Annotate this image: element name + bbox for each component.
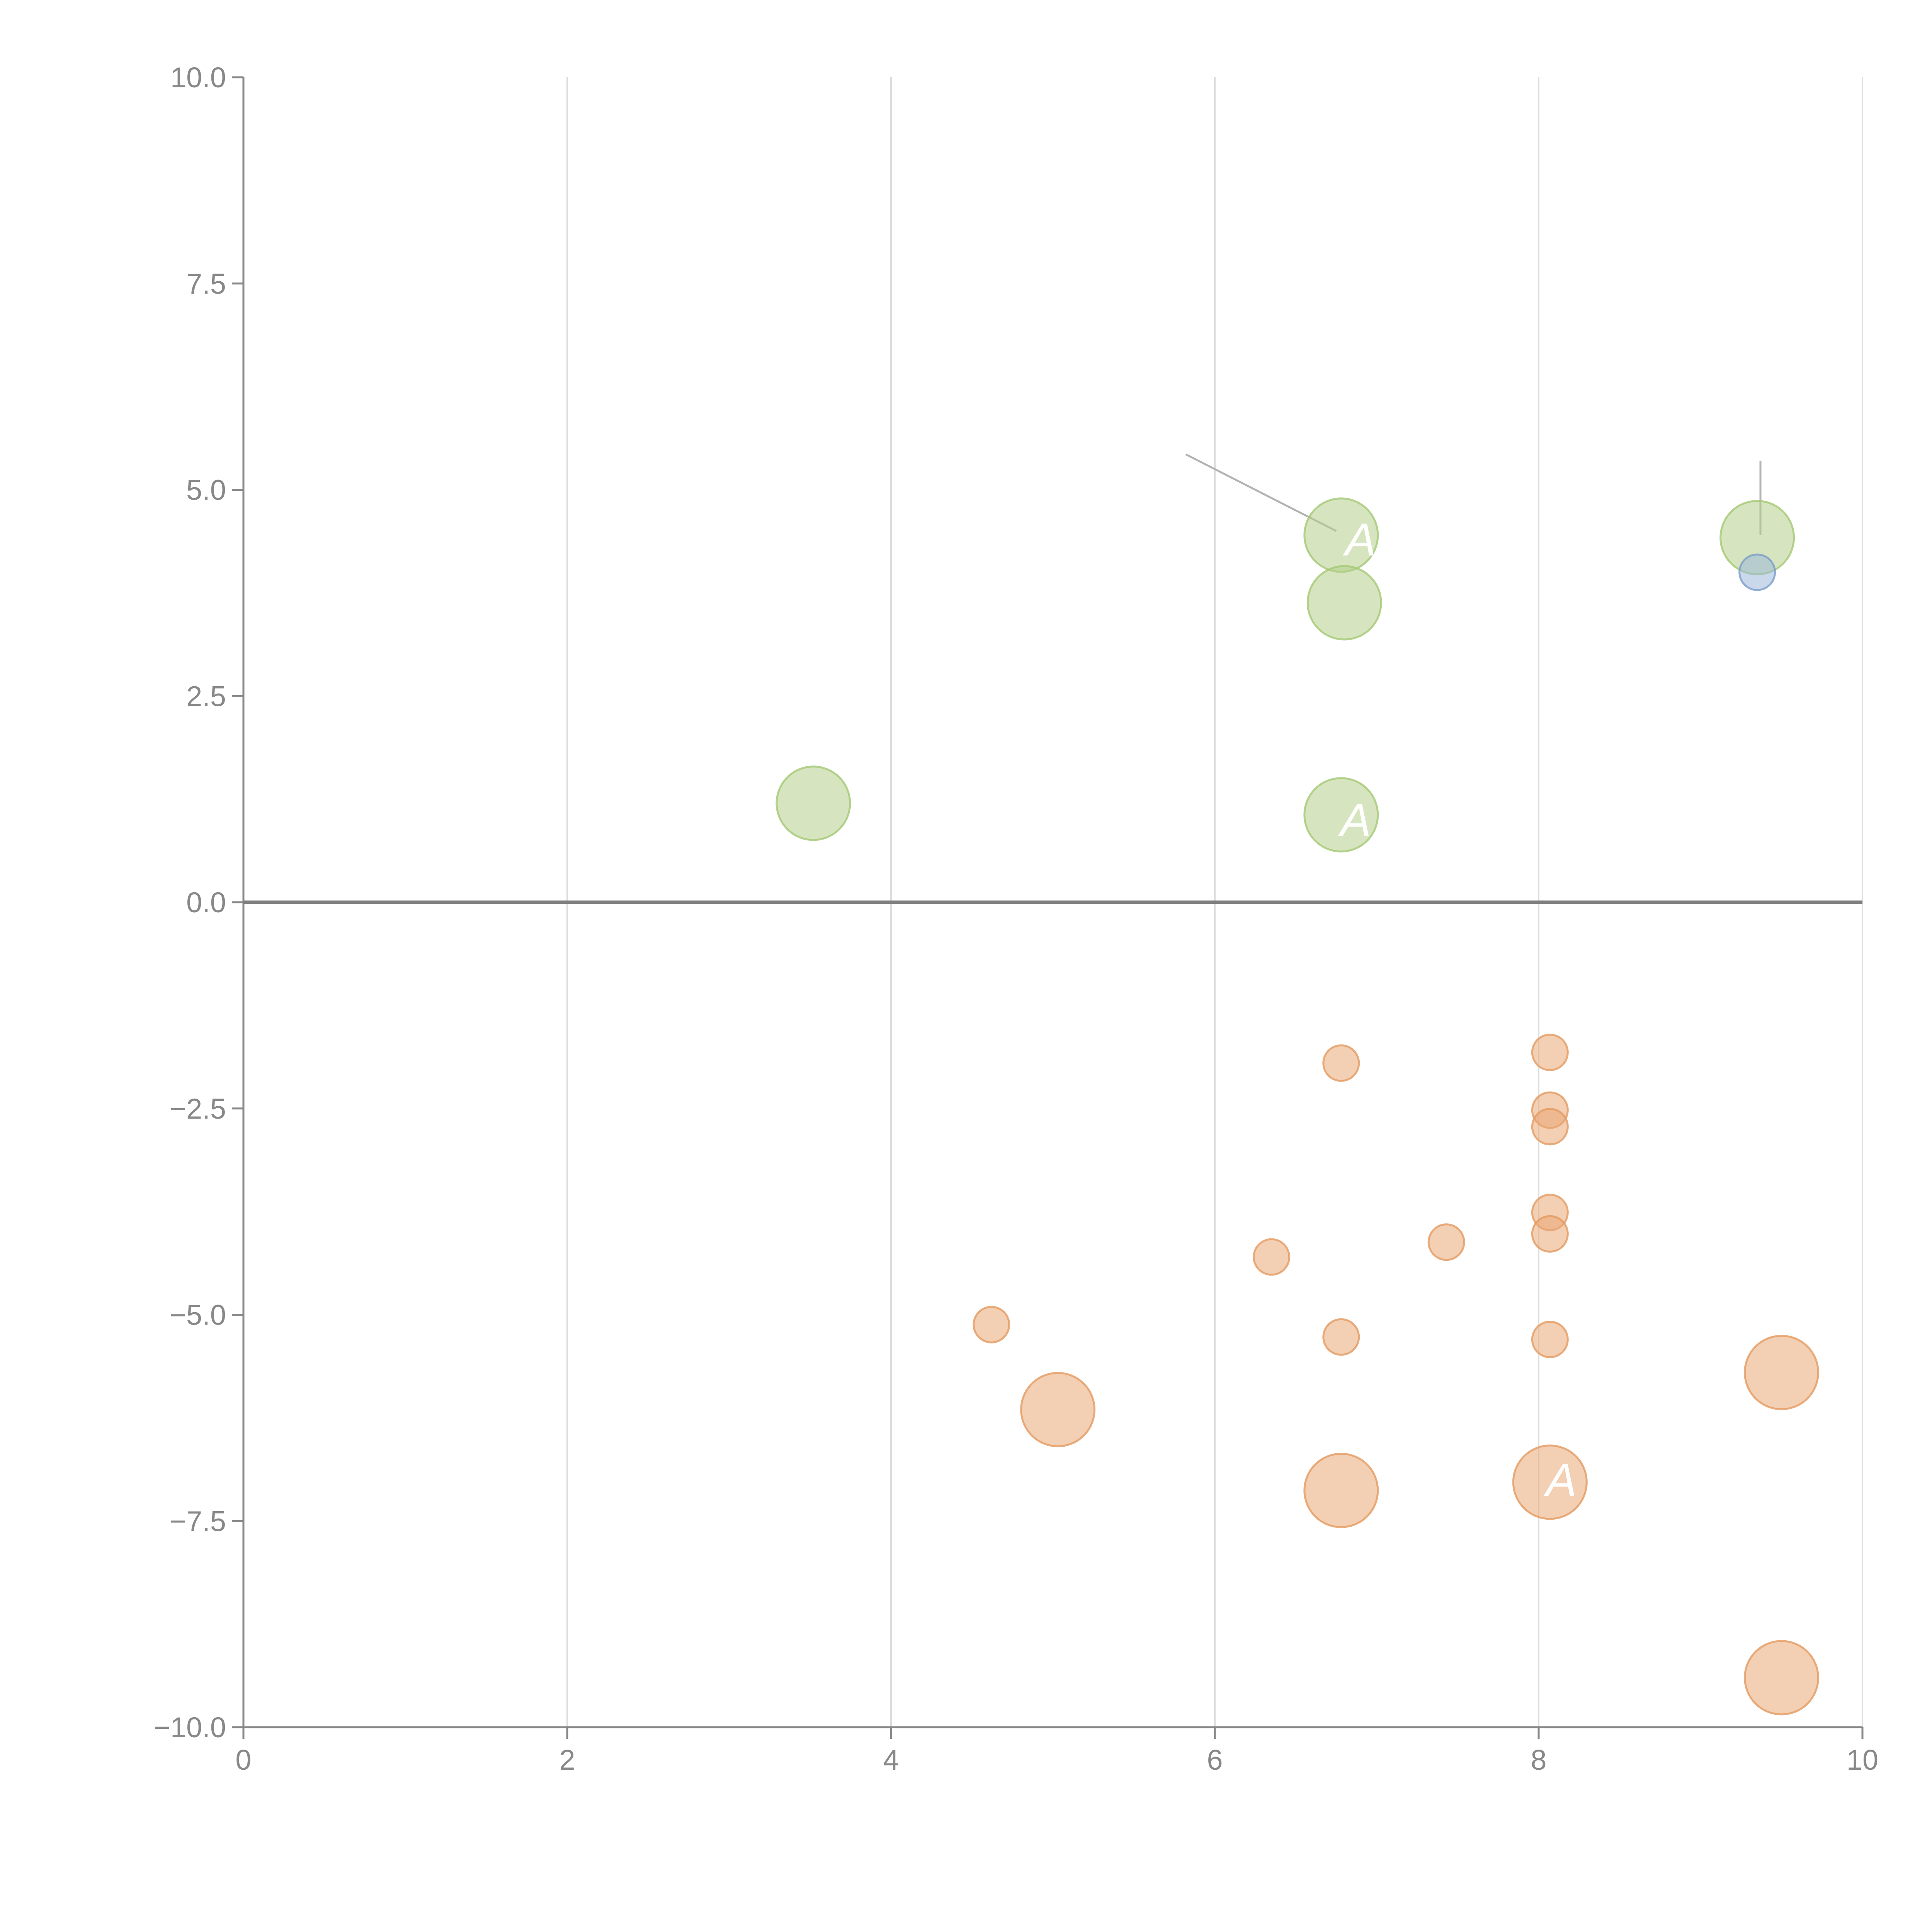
blue-point bbox=[1738, 553, 1776, 591]
green-point bbox=[1303, 777, 1379, 853]
green-point bbox=[1306, 565, 1382, 641]
orange-point bbox=[1531, 1215, 1569, 1253]
orange-point bbox=[1744, 1335, 1819, 1410]
x-tick-label: 6 bbox=[1207, 1744, 1223, 1776]
orange-point bbox=[1531, 1321, 1569, 1359]
annotation-label: A bbox=[1544, 1454, 1577, 1506]
annotation-layer: A A A bbox=[1338, 514, 1577, 1506]
x-tick-label: 4 bbox=[883, 1744, 899, 1776]
y-tick-label: −2.5 bbox=[170, 1093, 226, 1125]
y-tick-label: 10.0 bbox=[170, 61, 226, 94]
orange-point bbox=[1253, 1238, 1291, 1276]
orange-point bbox=[1531, 1034, 1569, 1071]
orange-point bbox=[1512, 1444, 1588, 1520]
orange-point bbox=[1744, 1640, 1819, 1716]
x-tick-label: 2 bbox=[559, 1744, 575, 1776]
orange-point bbox=[973, 1306, 1010, 1344]
axis-layer: 10.0 7.5 5.0 2.5 0.0 −2.5 −5.0 −7.5 −10.0 0 2 4 6 8 10 bbox=[154, 61, 1878, 1776]
orange-point bbox=[1427, 1223, 1465, 1261]
orange-point bbox=[1322, 1318, 1360, 1356]
point-layer bbox=[776, 497, 1819, 1716]
orange-point bbox=[1303, 1452, 1379, 1528]
orange-point bbox=[1531, 1108, 1569, 1146]
x-tick-label: 8 bbox=[1531, 1744, 1546, 1776]
y-tick-label: 5.0 bbox=[186, 474, 226, 506]
y-tick-label: −10.0 bbox=[154, 1711, 226, 1743]
orange-point bbox=[1322, 1044, 1360, 1082]
y-tick-label: −5.0 bbox=[170, 1299, 226, 1331]
annotation-label: A bbox=[1338, 794, 1371, 846]
y-tick-label: −7.5 bbox=[170, 1505, 226, 1537]
annotation-label: A bbox=[1343, 514, 1376, 566]
y-tick-label: 2.5 bbox=[186, 680, 226, 712]
x-tick-label: 0 bbox=[235, 1744, 251, 1776]
green-point bbox=[776, 765, 851, 841]
orange-point bbox=[1020, 1372, 1096, 1447]
y-tick-label: 0.0 bbox=[186, 886, 226, 918]
y-tick-label: 7.5 bbox=[186, 268, 226, 300]
x-tick-label: 10 bbox=[1847, 1744, 1878, 1776]
leader-layer bbox=[1185, 453, 1762, 535]
